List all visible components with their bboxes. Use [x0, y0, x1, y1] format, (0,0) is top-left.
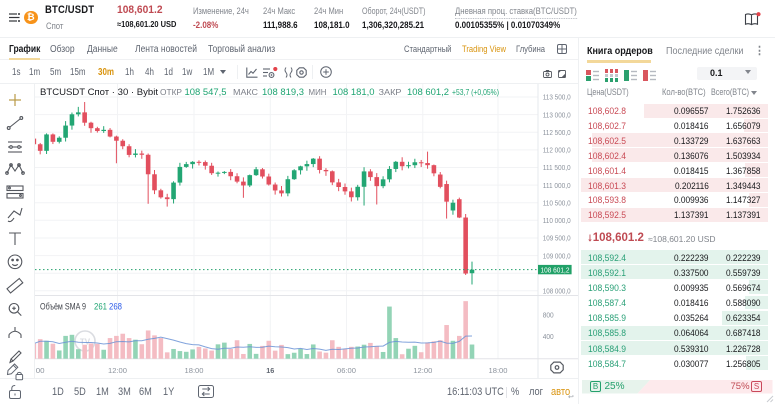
svg-text:18:00: 18:00 [489, 366, 508, 375]
svg-text:113 000,0: 113 000,0 [543, 110, 571, 119]
svg-text:108 601,2: 108 601,2 [407, 87, 449, 97]
svg-text:108 547,5: 108 547,5 [185, 87, 227, 97]
svg-text:BTCUSDT Спот · 30 · Bybit: BTCUSDT Спот · 30 · Bybit [40, 87, 158, 98]
svg-text:06:00: 06:00 [337, 366, 356, 375]
svg-text::00: :00 [35, 366, 45, 375]
svg-text:111 500,0: 111 500,0 [543, 163, 571, 172]
svg-text:108 601,2: 108 601,2 [541, 265, 570, 274]
svg-text:МИН: МИН [309, 88, 327, 97]
svg-text:12:00: 12:00 [108, 366, 127, 375]
svg-text:16: 16 [266, 366, 274, 375]
svg-text:111 000,0: 111 000,0 [543, 181, 571, 190]
svg-text:110 000,0: 110 000,0 [543, 216, 571, 225]
svg-text:ЗАКР: ЗАКР [379, 88, 402, 97]
svg-text:108 181,0: 108 181,0 [333, 87, 375, 97]
svg-text:108 819,3: 108 819,3 [262, 87, 304, 97]
svg-text:268: 268 [109, 302, 122, 312]
svg-text:110 500,0: 110 500,0 [543, 198, 571, 207]
svg-text:ОТКР: ОТКР [160, 88, 182, 97]
svg-text:18:00: 18:00 [185, 366, 204, 375]
svg-text:400: 400 [543, 332, 554, 341]
svg-text:113 500,0: 113 500,0 [543, 93, 571, 102]
svg-text:МАКС: МАКС [233, 88, 258, 97]
svg-text:261: 261 [94, 302, 107, 312]
svg-text:108 000,0: 108 000,0 [543, 287, 571, 296]
svg-text:109 000,0: 109 000,0 [543, 251, 571, 260]
svg-text:12:00: 12:00 [413, 366, 432, 375]
svg-text:112 500,0: 112 500,0 [543, 128, 571, 137]
svg-text:109 500,0: 109 500,0 [543, 234, 571, 243]
svg-text:Объём SMA 9: Объём SMA 9 [40, 302, 86, 312]
svg-text:+53,7 (+0,05%): +53,7 (+0,05%) [452, 87, 499, 97]
svg-text:112 000,0: 112 000,0 [543, 146, 571, 155]
svg-text:800: 800 [543, 311, 554, 320]
